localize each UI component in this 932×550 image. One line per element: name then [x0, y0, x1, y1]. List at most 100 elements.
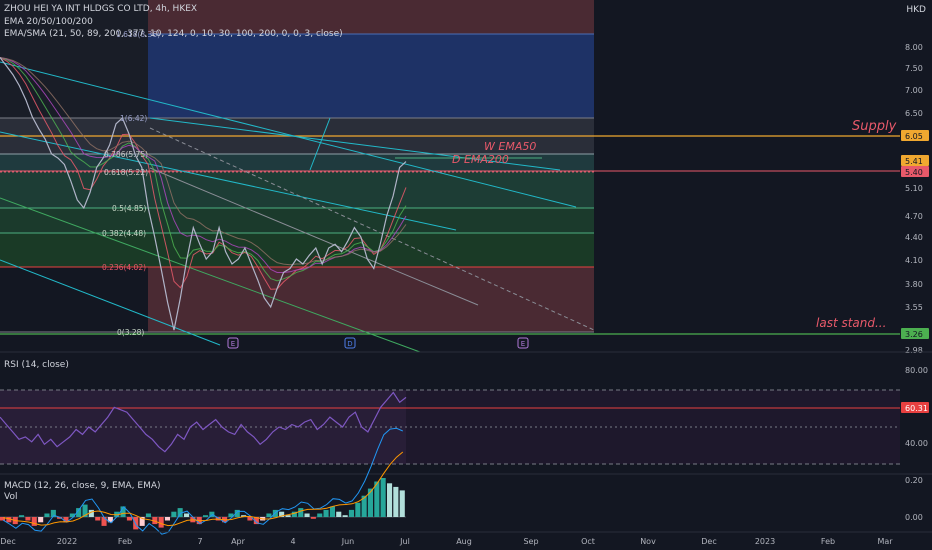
macd-bar-33 [209, 511, 215, 517]
price-axis-ticks: 8.00 7.50 7.00 6.50 5.10 4.70 4.40 4.10 3.80 3.55… [905, 43, 923, 355]
rsi-badge-bg [901, 402, 929, 413]
event-marker-box-0 [227, 337, 239, 349]
indicator-ema-label[interactable]: EMA 20/50/100/200 [4, 17, 93, 27]
event-marker-0[interactable]: E [227, 337, 239, 349]
macd-bar-55 [348, 509, 354, 517]
annotation-supply: Supply [852, 119, 897, 134]
rsi-series-line [0, 391, 407, 453]
macd-bar-3 [19, 515, 25, 517]
macd-tick-1: 0.00 [905, 513, 923, 522]
price-badge-bg-1 [901, 155, 929, 166]
macd-signal-line [3, 451, 404, 527]
ema-line-1 [0, 57, 407, 282]
time-tick-1: 2022 [57, 537, 77, 546]
macd-bar-37 [234, 509, 240, 517]
macd-bar-9 [57, 517, 63, 519]
time-tick-6: Jun [341, 537, 355, 546]
macd-bar-22 [139, 517, 145, 526]
indicator-emasma-label[interactable]: EMA/SMA (21, 50, 89, 200, 377, 10, 124, … [4, 29, 343, 39]
macd-bar-17 [107, 517, 113, 523]
event-marker-2[interactable]: E [517, 337, 529, 349]
macd-bar-10 [63, 517, 69, 523]
fib-zone-blue [148, 34, 594, 118]
price-badge-text-0: 6.05 [905, 132, 923, 141]
macd-bar-28 [177, 508, 183, 517]
rsi-badge-text: 60.31 [905, 404, 928, 413]
fib-label-0: 1.618(8.36) [116, 30, 160, 39]
macd-bar-52 [329, 506, 335, 517]
macd-bar-26 [164, 517, 170, 521]
macd-bar-6 [38, 517, 44, 523]
macd-bar-11 [69, 513, 75, 517]
price-tick-10: 4.10 [905, 256, 923, 265]
price-tick-0: 8.00 [905, 43, 923, 52]
time-tick-12: Dec [701, 537, 716, 546]
trend-channels [0, 61, 595, 353]
macd-bar-43 [272, 509, 278, 517]
time-tick-10: Oct [581, 537, 595, 546]
macd-bar-62 [393, 486, 399, 517]
fib-label-2: 0.786(5.75) [104, 150, 148, 159]
time-tick-13: 2023 [755, 537, 775, 546]
fib-zone-green2 [0, 208, 594, 233]
fib-label-5: 0.382(4.48) [102, 229, 146, 238]
price-badge-text-1: 5.41 [905, 157, 923, 166]
price-tick-2: 7.00 [905, 86, 923, 95]
rsi-band [0, 390, 406, 464]
macd-bar-40 [253, 517, 259, 525]
macd-bar-15 [95, 517, 101, 521]
macd-bar-12 [76, 508, 82, 517]
event-marker-label-1: D [347, 340, 352, 348]
macd-bar-51 [323, 509, 329, 517]
macd-bar-53 [336, 511, 342, 517]
macd-bar-20 [126, 517, 132, 521]
price-tick-11: 3.80 [905, 280, 923, 289]
macd-bar-56 [355, 502, 361, 517]
rsi-tick-0: 80.00 [905, 366, 928, 375]
rsi-tick-1: 40.00 [905, 439, 928, 448]
time-tick-11: Nov [640, 537, 656, 546]
macd-bar-0 [0, 517, 6, 521]
macd-bar-44 [279, 511, 285, 517]
rsi-band-future [406, 390, 900, 464]
price-badge-bg-3 [901, 328, 929, 339]
price-tick-14: 2.98 [905, 346, 923, 355]
annotation-d-ema200: D EMA200 [452, 153, 509, 166]
macd-bar-29 [184, 513, 190, 517]
event-marker-1[interactable]: D [344, 337, 356, 349]
event-marker-label-2: E [521, 340, 525, 348]
fib-zone-top [148, 0, 594, 34]
fib-lines [0, 33, 900, 335]
macd-bar-57 [361, 495, 367, 517]
macd-bar-7 [44, 513, 50, 517]
macd-bar-16 [101, 517, 107, 526]
macd-bar-45 [285, 515, 291, 517]
macd-bar-61 [387, 483, 393, 517]
time-tick-2: Feb [118, 537, 132, 546]
macd-bar-25 [158, 517, 164, 528]
currency-label: HKD [906, 5, 926, 15]
macd-bar-59 [374, 481, 380, 517]
macd-bar-46 [291, 511, 297, 517]
macd-bar-42 [266, 513, 272, 517]
price-axis-panel [900, 0, 932, 550]
time-tick-7: Jul [399, 537, 410, 546]
macd-bar-27 [171, 511, 177, 517]
fib-label-1: 1(6.42) [120, 114, 147, 123]
macd-bar-36 [228, 513, 234, 517]
event-marker-box-2 [517, 337, 529, 349]
fib-zone-red [148, 267, 594, 332]
macd-title: MACD (12, 26, close, 9, EMA, EMA) [4, 481, 161, 491]
fib-labels: 1.618(8.36) 1(6.42) 0.786(5.75) 0.618(5.22)… [102, 30, 160, 337]
time-tick-5: 4 [290, 537, 295, 546]
macd-bar-4 [25, 517, 31, 521]
macd-bar-38 [241, 515, 247, 517]
ema-line-3 [0, 57, 407, 266]
macd-bar-23 [145, 513, 151, 517]
symbol-title[interactable]: ZHOU HEI YA INT HLDGS CO LTD, 4h, HKEX [4, 4, 198, 14]
macd-line [2, 427, 403, 535]
price-series-line [0, 57, 407, 331]
macd-bar-63 [399, 490, 405, 517]
